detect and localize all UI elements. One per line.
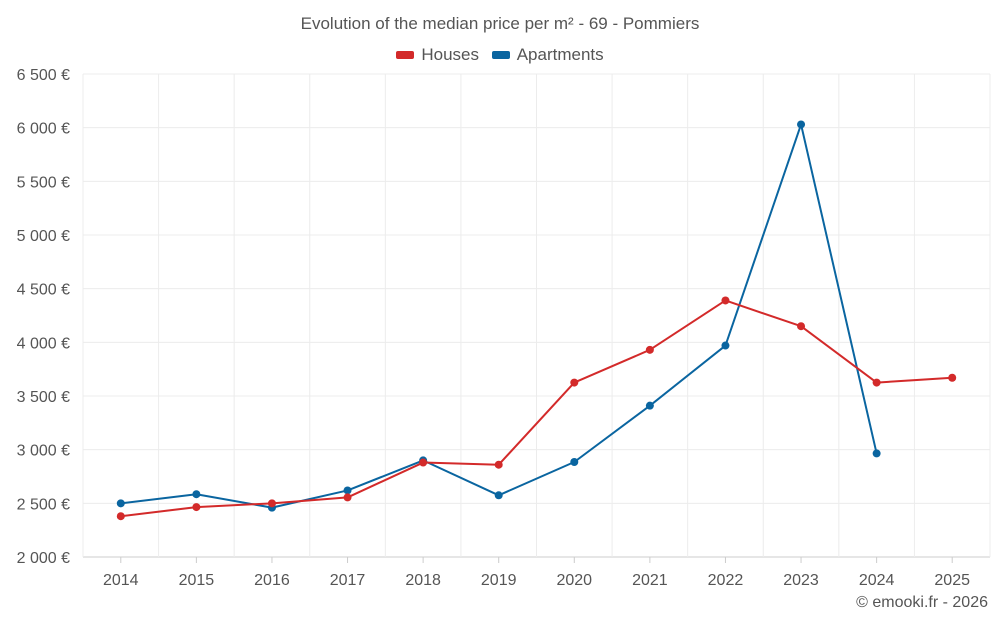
credit-text: © emooki.fr - 2026 xyxy=(856,594,988,611)
y-tick-label: 6 500 € xyxy=(17,67,70,84)
y-tick-label: 5 500 € xyxy=(17,174,70,191)
x-tick-label: 2016 xyxy=(254,572,290,589)
data-point-apartments[interactable] xyxy=(872,449,881,458)
x-tick-label: 2018 xyxy=(405,572,441,589)
x-tick-label: 2024 xyxy=(859,572,895,589)
y-tick-label: 2 500 € xyxy=(17,496,70,513)
y-tick-label: 4 500 € xyxy=(17,282,70,299)
data-point-houses[interactable] xyxy=(948,373,957,382)
series-line-houses xyxy=(120,299,953,518)
x-tick-label: 2023 xyxy=(783,572,819,589)
data-point-houses[interactable] xyxy=(419,458,428,467)
legend-item-houses[interactable]: Houses xyxy=(396,45,479,65)
x-tick-label: 2015 xyxy=(179,572,215,589)
legend: Houses Apartments xyxy=(0,44,1000,65)
y-tick-label: 6 000 € xyxy=(17,121,70,138)
data-point-apartments[interactable] xyxy=(494,491,503,500)
data-point-houses[interactable] xyxy=(721,296,730,305)
x-axis: 2014 2015 2016 2017 2018 2019 2020 2021 2022 2023… xyxy=(103,557,970,589)
data-point-houses[interactable] xyxy=(797,322,806,331)
data-point-houses[interactable] xyxy=(570,378,579,387)
x-tick-label: 2017 xyxy=(330,572,366,589)
legend-label-houses: Houses xyxy=(421,45,479,64)
data-point-houses[interactable] xyxy=(267,499,276,508)
x-tick-label: 2020 xyxy=(556,572,592,589)
chart-title: Evolution of the median price per m² - 6… xyxy=(300,14,700,33)
x-tick-label: 2021 xyxy=(632,572,668,589)
legend-label-apartments: Apartments xyxy=(516,45,604,64)
y-axis: 2 000 € 2 500 € 3 000 € 3 500 € 4 000 € 4 500… xyxy=(17,67,70,567)
series-points xyxy=(116,120,957,521)
data-point-houses[interactable] xyxy=(872,378,881,387)
legend-item-apartments[interactable]: Apartments xyxy=(491,45,604,65)
data-point-apartments[interactable] xyxy=(116,499,125,508)
x-tick-label: 2019 xyxy=(481,572,517,589)
x-tick-label: 2022 xyxy=(708,572,744,589)
grid-lines xyxy=(82,73,991,558)
x-tick-label: 2025 xyxy=(934,572,970,589)
y-tick-label: 4 000 € xyxy=(17,335,70,352)
data-point-apartments[interactable] xyxy=(721,341,730,350)
data-point-apartments[interactable] xyxy=(570,458,579,467)
legend-swatch-houses xyxy=(396,51,415,59)
data-point-houses[interactable] xyxy=(343,493,352,502)
data-point-houses[interactable] xyxy=(494,460,503,469)
data-point-apartments[interactable] xyxy=(645,401,654,410)
y-tick-label: 3 500 € xyxy=(17,389,70,406)
data-point-apartments[interactable] xyxy=(797,120,806,129)
data-point-apartments[interactable] xyxy=(192,490,201,499)
x-tick-label: 2014 xyxy=(103,572,139,589)
y-tick-label: 2 000 € xyxy=(17,550,70,567)
data-point-houses[interactable] xyxy=(645,345,654,354)
data-point-houses[interactable] xyxy=(116,512,125,521)
data-point-houses[interactable] xyxy=(192,503,201,512)
y-tick-label: 3 000 € xyxy=(17,443,70,460)
legend-swatch-apartments xyxy=(491,51,510,59)
data-point-apartments[interactable] xyxy=(343,486,352,495)
y-tick-label: 5 000 € xyxy=(17,228,70,245)
